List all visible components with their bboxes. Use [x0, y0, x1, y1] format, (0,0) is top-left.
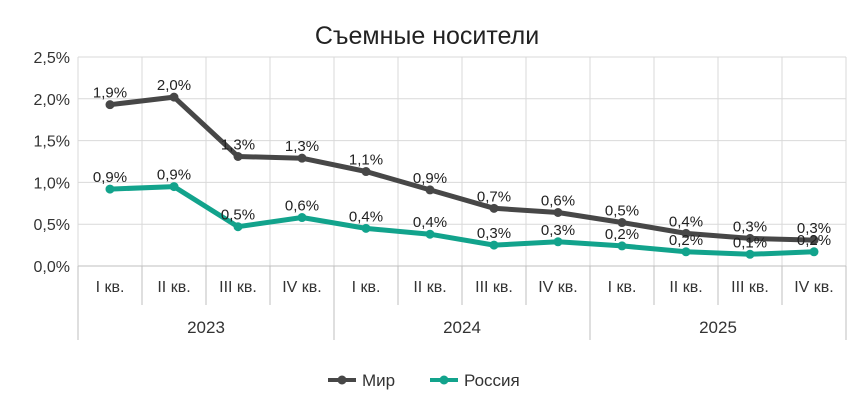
x-tick-label: I кв. — [96, 279, 125, 296]
data-label: 0,9% — [93, 169, 127, 186]
gridlines — [77, 56, 847, 267]
legend-entry: Россия — [464, 371, 520, 390]
data-label: 0,7% — [477, 188, 511, 205]
data-point — [233, 151, 243, 161]
data-point — [361, 223, 371, 233]
data-label: 0,5% — [221, 207, 255, 224]
x-tick-label: III кв. — [219, 279, 257, 296]
data-point — [169, 92, 179, 102]
data-point — [809, 235, 819, 245]
data-point — [553, 207, 563, 217]
data-point — [489, 240, 499, 250]
data-label: 0,3% — [541, 222, 575, 239]
x-tick-label: III кв. — [731, 279, 769, 296]
series-line-1 — [107, 184, 817, 257]
data-point — [169, 182, 179, 192]
data-point — [425, 185, 435, 195]
data-label: 0,2% — [605, 226, 639, 243]
data-label: 0,3% — [733, 218, 767, 235]
data-label: 0,3% — [477, 225, 511, 242]
data-label: 1,9% — [93, 85, 127, 102]
data-label: 0,6% — [285, 198, 319, 215]
x-tick-label: IV кв. — [282, 279, 322, 296]
x-tick-label: II кв. — [669, 279, 702, 296]
y-tick-label: 1,0% — [34, 175, 70, 192]
data-point — [809, 247, 819, 257]
y-tick-label: 1,5% — [34, 134, 70, 151]
data-label: 1,1% — [349, 152, 383, 169]
data-point — [681, 247, 691, 257]
data-label: 0,4% — [669, 213, 703, 230]
data-point — [489, 203, 499, 213]
series-group — [105, 92, 819, 259]
data-point — [105, 100, 115, 110]
x-group-label: 2023 — [187, 318, 225, 337]
legend-marker — [439, 375, 449, 385]
y-axis: 0,0% 0,5% 1,0% 1,5% 2,0% 2,5% — [34, 50, 70, 276]
data-label: 0,3% — [797, 220, 831, 237]
data-label: 0,5% — [605, 203, 639, 220]
series-line-0 — [107, 94, 817, 243]
x-tick-label: IV кв. — [794, 279, 834, 296]
data-label: 0,9% — [413, 170, 447, 187]
data-point — [297, 213, 307, 223]
data-point — [745, 233, 755, 243]
data-point — [233, 222, 243, 232]
x-tick-label: III кв. — [475, 279, 513, 296]
x-group-label: 2025 — [699, 318, 737, 337]
x-tick-label: IV кв. — [538, 279, 578, 296]
x-tick-label: I кв. — [608, 279, 637, 296]
legend: Мир Россия — [328, 371, 520, 390]
data-label: 2,0% — [157, 77, 191, 94]
data-point — [105, 184, 115, 194]
y-tick-label: 0,0% — [34, 259, 70, 276]
data-label: 1,3% — [221, 136, 255, 153]
x-axis: I кв. II кв. III кв. IV кв. I кв. II кв. III к… — [77, 265, 847, 340]
data-point — [297, 153, 307, 163]
data-labels: 1,9% 2,0% 1,3% 1,3% 1,1% 0,9% 0,7% 0,6% 0,5% 0,4%… — [93, 77, 831, 251]
y-tick-label: 2,5% — [34, 50, 70, 67]
data-point — [425, 229, 435, 239]
x-tick-label: I кв. — [352, 279, 381, 296]
legend-marker — [337, 375, 347, 385]
data-point — [553, 237, 563, 247]
data-label: 0,4% — [413, 214, 447, 231]
y-tick-label: 2,0% — [34, 92, 70, 109]
data-label: 1,3% — [285, 138, 319, 155]
data-point — [681, 228, 691, 238]
y-tick-label: 0,5% — [34, 217, 70, 234]
x-tick-label: II кв. — [413, 279, 446, 296]
chart-title: Съемные носители — [315, 22, 539, 50]
data-point — [361, 167, 371, 177]
data-point — [617, 218, 627, 228]
data-label: 0,1% — [733, 234, 767, 251]
data-label: 0,4% — [349, 208, 383, 225]
data-label: 0,9% — [157, 167, 191, 184]
data-point — [745, 249, 755, 259]
data-label: 0,2% — [797, 232, 831, 249]
x-group-label: 2024 — [443, 318, 481, 337]
legend-entry: Мир — [362, 371, 395, 390]
data-label: 0,2% — [669, 232, 703, 249]
data-label: 0,6% — [541, 192, 575, 209]
data-point — [617, 241, 627, 251]
x-tick-label: II кв. — [157, 279, 190, 296]
